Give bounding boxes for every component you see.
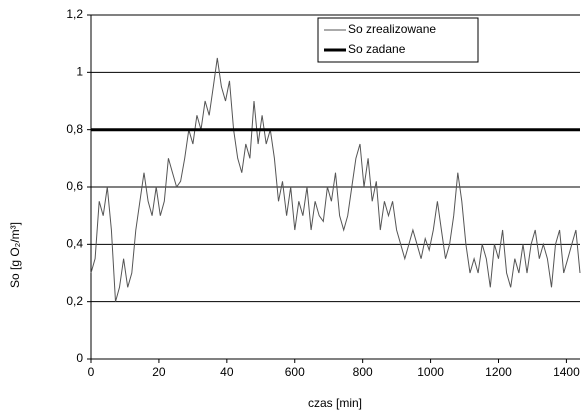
x-tick-label: 600 <box>285 365 305 379</box>
y-tick-label: 1 <box>76 65 83 79</box>
y-tick-label: 0,4 <box>66 237 83 251</box>
x-tick-label: 0 <box>88 365 95 379</box>
x-tick-label: 1400 <box>553 365 580 379</box>
series-line <box>90 57 581 302</box>
x-tick-label: 40 <box>220 365 234 379</box>
x-tick-label: 1200 <box>485 365 512 379</box>
legend-label: So zadane <box>348 42 406 56</box>
legend-box <box>317 17 479 63</box>
y-axis-title: So [g O₂/m³] <box>8 222 22 288</box>
y-tick-label: 0,6 <box>66 179 83 193</box>
x-axis-title: czas [min] <box>308 396 362 410</box>
x-tick-label: 1000 <box>417 365 444 379</box>
y-tick-label: 1,2 <box>66 7 83 21</box>
x-tick-label: 800 <box>353 365 373 379</box>
y-tick-label: 0 <box>76 351 83 365</box>
legend-label: So zrealizowane <box>348 22 436 36</box>
y-tick-label: 0,2 <box>66 294 83 308</box>
y-tick-label: 0,8 <box>66 122 83 136</box>
legend: So zrealizowane So zadane <box>317 17 479 63</box>
x-tick-label: 20 <box>152 365 166 379</box>
